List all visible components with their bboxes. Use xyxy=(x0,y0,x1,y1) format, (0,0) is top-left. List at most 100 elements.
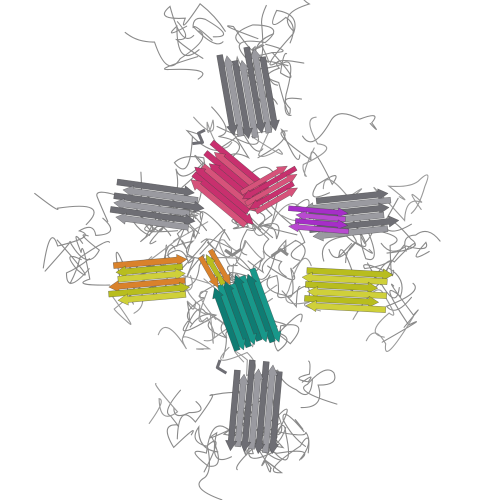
yellow-right-arm-strand xyxy=(305,299,387,313)
orange-yellow-left-arm-strand xyxy=(112,253,188,269)
top-gray-domain-strand xyxy=(249,47,273,134)
coil xyxy=(404,230,441,252)
pink-domain-strand xyxy=(241,165,298,200)
coil xyxy=(34,192,95,226)
upper-right-gray-arm-strand xyxy=(315,188,389,205)
top-gray-domain-strand xyxy=(243,46,267,134)
coil xyxy=(258,274,310,299)
coil xyxy=(269,9,296,66)
coil xyxy=(267,59,305,115)
coil xyxy=(387,174,429,214)
helix xyxy=(270,248,289,258)
orange-yellow-left-arm-strand xyxy=(117,268,186,283)
magenta-domain-strand xyxy=(190,179,248,228)
coil xyxy=(380,241,430,258)
coil xyxy=(285,257,321,312)
coil xyxy=(42,217,112,269)
coil xyxy=(193,26,224,45)
upper-left-gray-arm-strand xyxy=(115,212,190,231)
bottom-gray-domain-strand xyxy=(266,371,283,455)
helix xyxy=(192,128,206,146)
orange-yellow-left-arm-strand xyxy=(108,277,186,293)
coil xyxy=(170,24,200,56)
upper-left-gray-arm-strand xyxy=(116,178,195,198)
coil xyxy=(390,283,419,328)
coil xyxy=(192,17,224,38)
top-gray-domain-strand xyxy=(231,60,253,140)
coil xyxy=(301,113,377,143)
coil xyxy=(286,0,311,31)
purple-domain-strand xyxy=(294,218,349,230)
bottom-gray-domain-strand xyxy=(248,368,264,450)
coil xyxy=(96,191,118,223)
yellow-right-arm-strand xyxy=(305,281,379,294)
coil xyxy=(56,239,86,276)
orange-yellow-left-arm-strand xyxy=(115,263,184,278)
coil xyxy=(282,413,307,447)
coil xyxy=(328,216,367,258)
bottom-gray-domain-strand xyxy=(225,369,241,452)
coil xyxy=(280,130,337,198)
orange-yellow-left-arm-strand xyxy=(117,291,187,306)
central-orange-bits-strand xyxy=(205,253,226,286)
bottom-gray-domain-strand xyxy=(252,361,270,455)
coil xyxy=(180,274,237,323)
coil xyxy=(298,360,312,383)
upper-left-gray-arm-strand xyxy=(122,185,199,204)
pink-domain-strand xyxy=(239,165,288,196)
coil xyxy=(186,272,251,325)
coil xyxy=(198,447,223,500)
coil xyxy=(163,56,204,80)
helix xyxy=(215,359,228,375)
top-gray-domain-strand xyxy=(237,59,259,139)
yellow-right-arm-strand xyxy=(306,267,394,281)
coil xyxy=(265,43,292,78)
purple-domain-strand xyxy=(287,222,350,235)
coil xyxy=(302,116,328,177)
coil xyxy=(166,389,194,449)
coil xyxy=(44,234,100,272)
coil xyxy=(220,346,257,377)
coil xyxy=(300,369,338,409)
bottom-gray-domain-strand xyxy=(262,364,279,454)
upper-left-gray-arm-strand xyxy=(113,198,191,217)
yellow-right-arm-strand xyxy=(306,285,388,299)
coil xyxy=(176,210,204,250)
coil xyxy=(385,282,416,311)
coil xyxy=(69,241,110,285)
coil xyxy=(198,290,230,342)
pink-domain-strand xyxy=(244,174,298,207)
coil xyxy=(132,220,172,237)
purple-domain-strand xyxy=(288,205,349,218)
coil xyxy=(235,24,275,59)
bottom-gray-domain-strand xyxy=(239,359,256,453)
coil xyxy=(173,136,208,175)
coil xyxy=(174,21,204,59)
coil xyxy=(75,235,111,286)
coil xyxy=(194,425,219,473)
yellow-right-arm-strand xyxy=(301,271,388,285)
top-gray-domain-strand xyxy=(216,54,239,137)
coil xyxy=(227,25,265,52)
pink-domain-strand xyxy=(254,187,299,215)
upper-left-gray-arm-strand xyxy=(109,206,196,226)
coil xyxy=(199,211,231,241)
coil xyxy=(218,239,265,267)
bottom-gray-domain-strand xyxy=(234,373,250,448)
central-orange-bits-strand xyxy=(197,255,219,289)
helices xyxy=(192,128,289,375)
coil xyxy=(124,30,204,67)
coil xyxy=(381,267,418,343)
coil xyxy=(247,253,277,280)
coil xyxy=(270,313,303,352)
teal-domain-strand xyxy=(212,287,241,352)
coil xyxy=(257,128,301,160)
coil xyxy=(373,186,423,222)
coil xyxy=(157,326,212,350)
orange-yellow-left-arm-strand xyxy=(108,281,191,298)
coil xyxy=(209,421,246,461)
upper-right-gray-arm-strand xyxy=(312,225,389,242)
upper-left-gray-arm-strand xyxy=(113,192,205,213)
beta-sheets xyxy=(108,46,400,455)
